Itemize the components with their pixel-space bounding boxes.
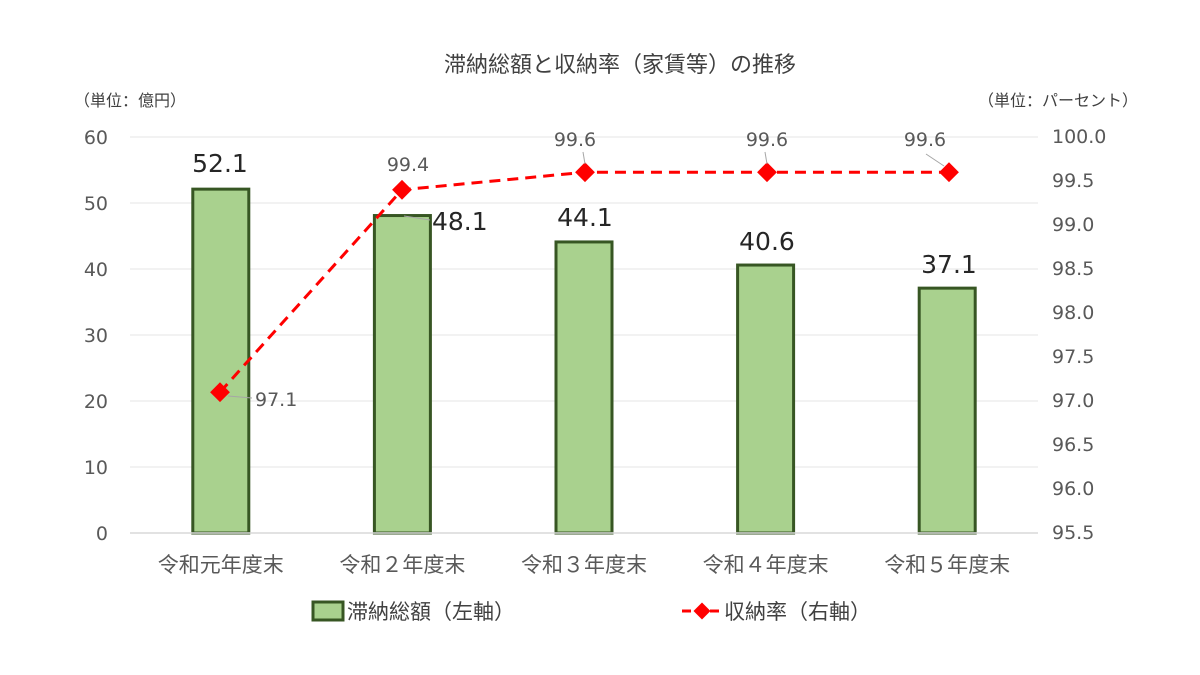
- leader-line: [582, 151, 586, 165]
- category-label: 令和４年度末: [703, 553, 829, 577]
- right-tick-label: 99.5: [1052, 170, 1094, 192]
- category-label: 令和３年度末: [521, 553, 647, 577]
- bar: [191, 187, 251, 535]
- right-axis-ticks: 95.5 96.0 96.5 97.0 97.5 98.0 98.5 99.0 99.5 100.…: [1052, 126, 1106, 544]
- bar-value-label: 44.1: [557, 203, 613, 232]
- rate-point: [757, 162, 777, 183]
- data-labels: 52.1 48.1 44.1 40.6 37.1 97.1 99.4 99.6 99.6 99.6: [192, 129, 977, 411]
- rate-point: [392, 179, 412, 200]
- right-tick-label: 97.5: [1052, 346, 1094, 368]
- leader-line: [403, 215, 431, 221]
- left-tick-label: 20: [84, 391, 108, 413]
- rate-value-label: 99.4: [387, 154, 429, 176]
- bar: [917, 286, 977, 535]
- category-labels: 令和元年度末 令和２年度末 令和３年度末 令和４年度末 令和５年度末: [158, 553, 1010, 577]
- category-label: 令和５年度末: [884, 553, 1010, 577]
- bar: [372, 214, 432, 535]
- category-label: 令和２年度末: [339, 553, 465, 577]
- bar-value-label: 52.1: [192, 149, 248, 178]
- right-tick-label: 96.5: [1052, 434, 1094, 456]
- rate-value-label: 99.6: [904, 129, 946, 151]
- leader-line: [764, 151, 768, 165]
- bar-value-label: 37.1: [921, 250, 977, 279]
- bar-value-label: 40.6: [739, 227, 795, 256]
- legend-line-label: 収納率（右軸）: [724, 600, 871, 624]
- rate-value-label: 97.1: [255, 389, 297, 411]
- left-tick-label: 10: [84, 457, 108, 479]
- category-label: 令和元年度末: [158, 553, 284, 577]
- leader-line: [925, 153, 945, 167]
- rate-point: [575, 162, 595, 183]
- legend: 滞納総額（左軸） 収納率（右軸）: [311, 600, 871, 624]
- left-axis-unit: （単位：億円）: [74, 91, 186, 110]
- bar: [736, 263, 796, 535]
- right-tick-label: 100.0: [1052, 126, 1106, 148]
- leader-line: [227, 395, 253, 399]
- right-tick-label: 95.5: [1052, 522, 1094, 544]
- left-tick-label: 50: [84, 193, 108, 215]
- rate-point: [210, 382, 230, 403]
- right-tick-label: 96.0: [1052, 478, 1094, 500]
- bar: [554, 240, 614, 535]
- right-tick-label: 98.5: [1052, 258, 1094, 280]
- left-tick-label: 40: [84, 259, 108, 281]
- right-tick-label: 99.0: [1052, 214, 1094, 236]
- right-tick-label: 98.0: [1052, 302, 1094, 324]
- right-axis-unit: （単位：パーセント）: [978, 91, 1138, 110]
- left-tick-label: 60: [84, 127, 108, 149]
- legend-bar-label: 滞納総額（左軸）: [347, 600, 515, 624]
- rate-value-label: 99.6: [746, 129, 788, 151]
- left-axis-ticks: 0 10 20 30 40 50 60: [84, 127, 108, 545]
- legend-line-marker: [693, 602, 711, 620]
- left-tick-label: 0: [96, 523, 108, 545]
- right-tick-label: 97.0: [1052, 390, 1094, 412]
- rate-value-label: 99.6: [554, 129, 596, 151]
- bar-series: [191, 187, 977, 535]
- bar-value-label: 48.1: [432, 207, 488, 236]
- legend-bar-swatch: [311, 600, 345, 622]
- chart-title: 滞納総額と収納率（家賃等）の推移: [444, 53, 796, 78]
- left-tick-label: 30: [84, 325, 108, 347]
